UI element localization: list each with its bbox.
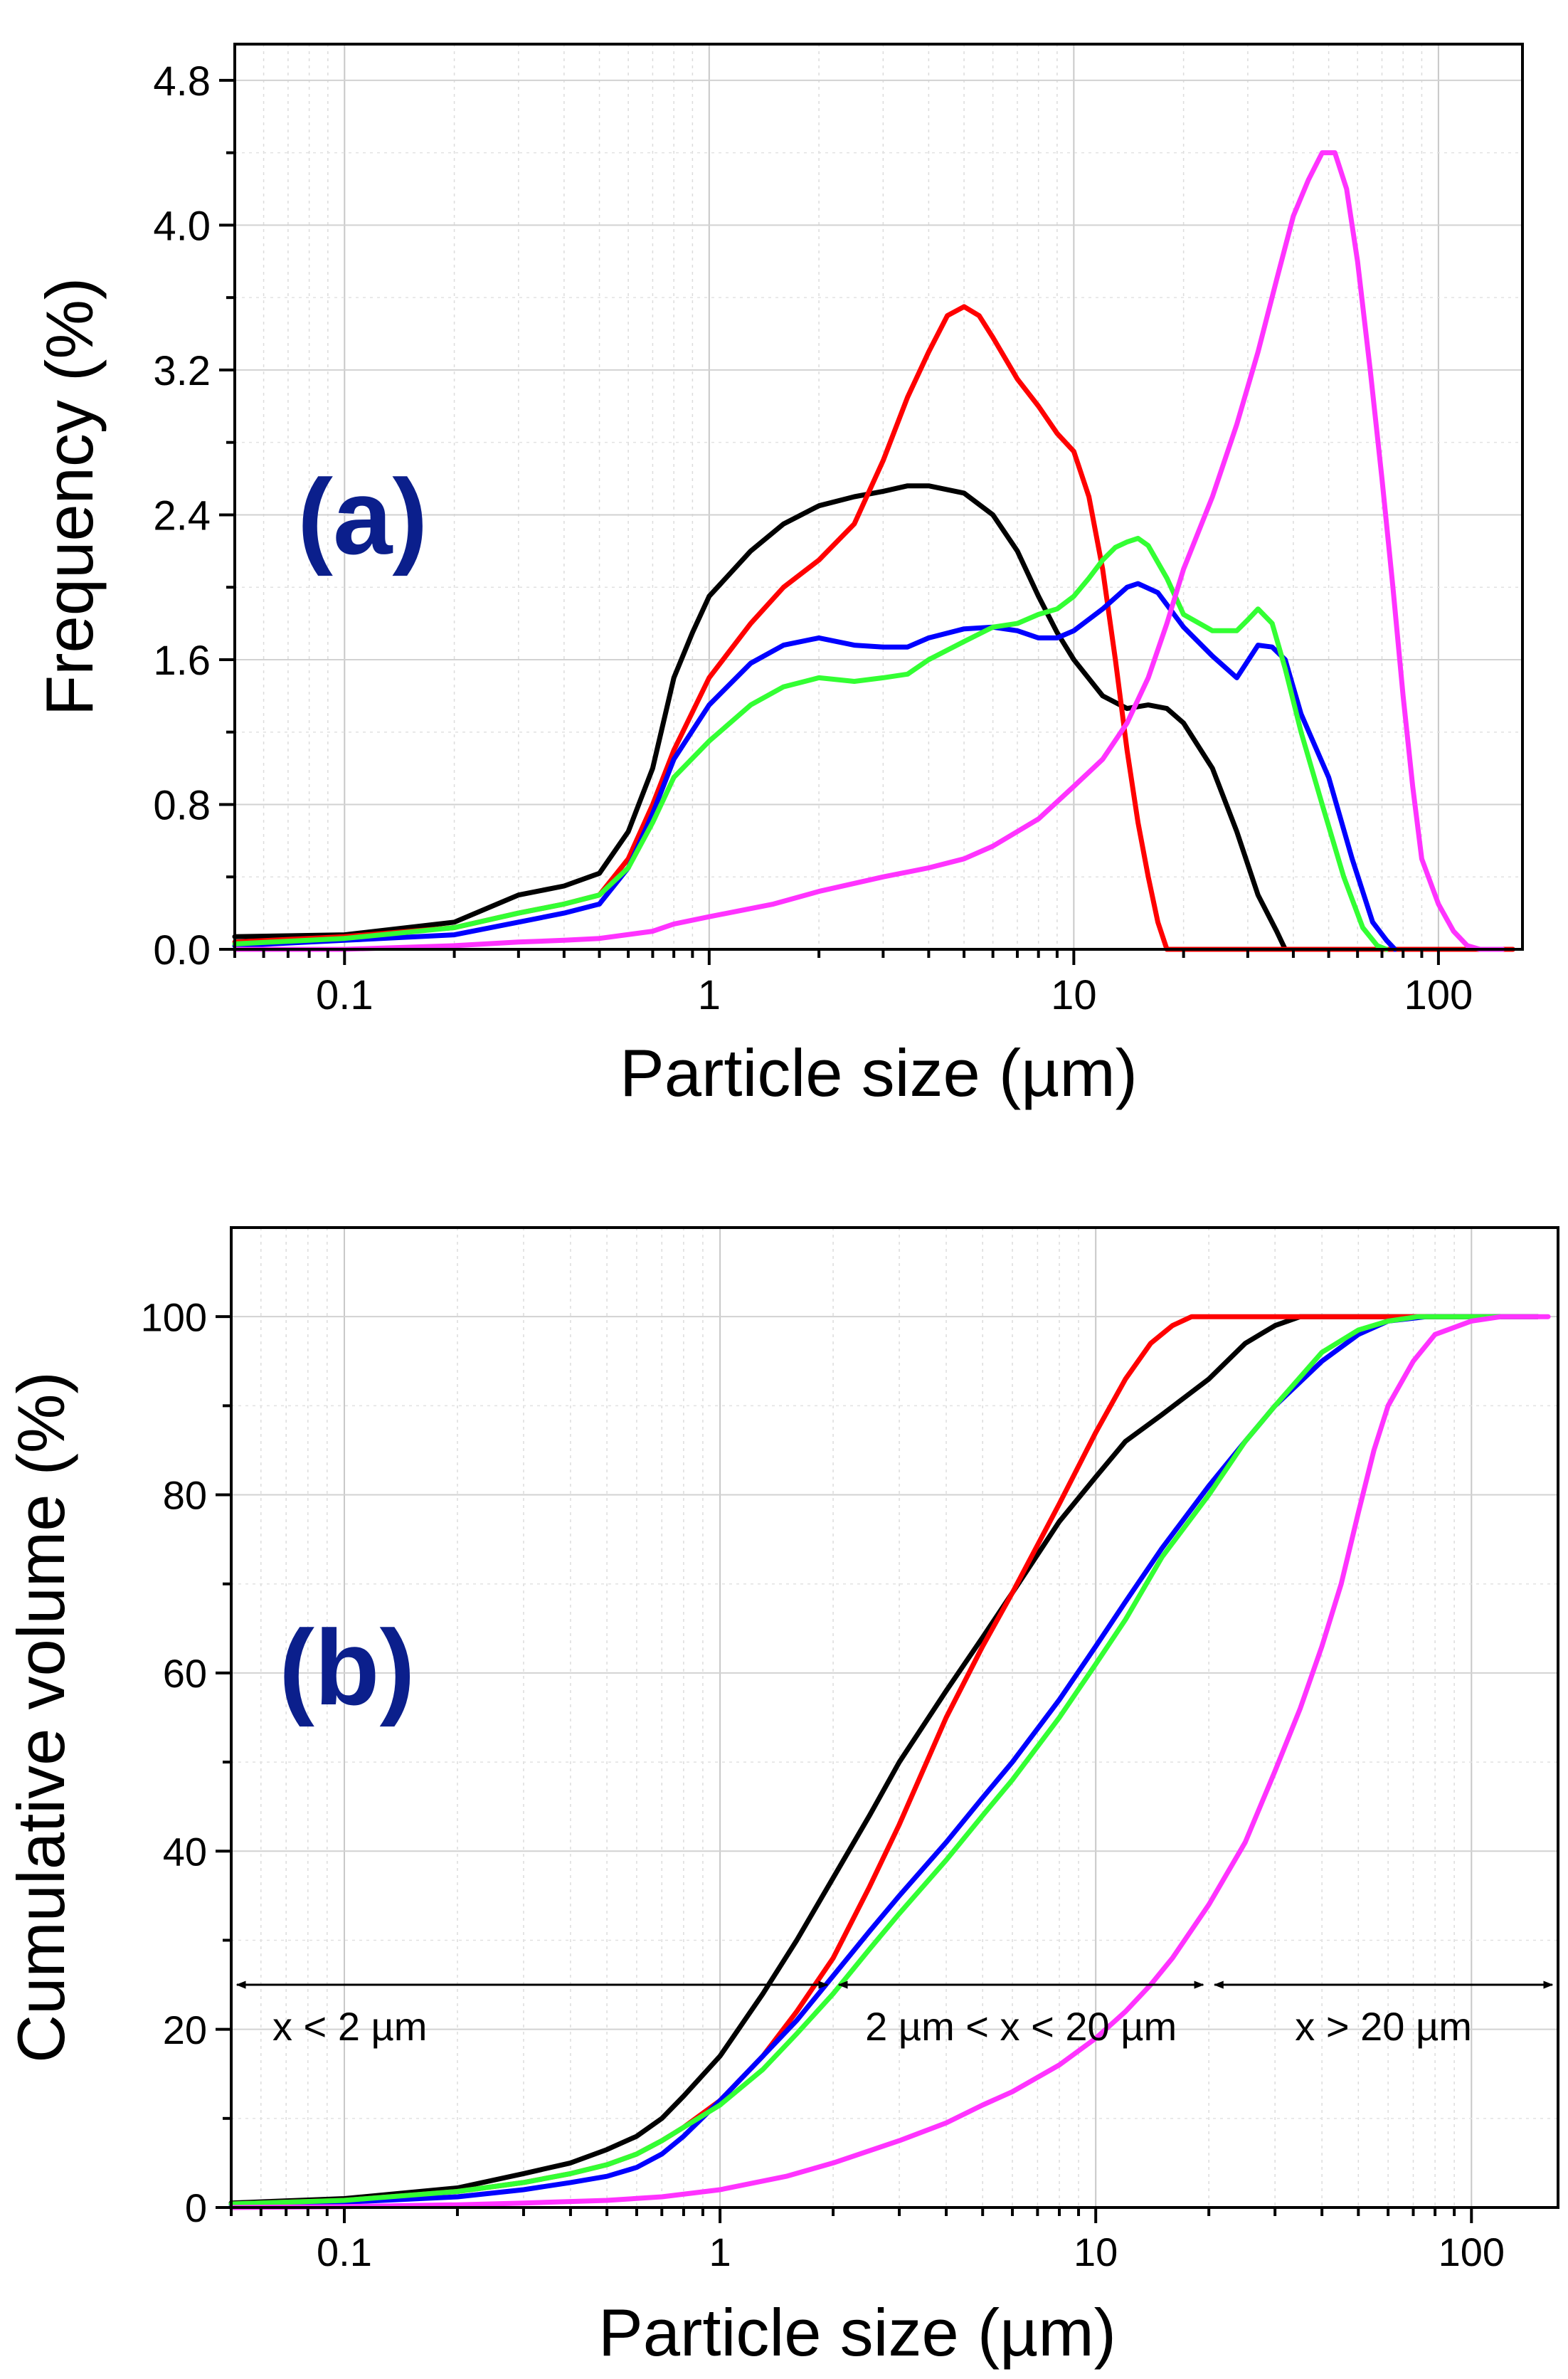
x-tick-label: 1 (709, 2230, 731, 2274)
chart-panel-b: x < 2 µm 2 µm < x < 20 µm x > 20 µm 0.1 1 10… (4, 1226, 1559, 2370)
series-line-feldspar (232, 536, 1389, 952)
x-tick-label: 0.1 (316, 972, 374, 1018)
series-line-kaolin (228, 1314, 1540, 2206)
x-tick-label: 100 (1404, 972, 1473, 1018)
series-line-feldspar (228, 1314, 1540, 2207)
y-tick-label: 80 (163, 1473, 207, 1518)
y-tick-label: 60 (163, 1651, 207, 1696)
x-tick-label: 100 (1439, 2230, 1505, 2274)
x-tick-label: 10 (1074, 2230, 1118, 2274)
gridlines-a (234, 44, 1522, 950)
y-tick-label: 4.0 (153, 203, 211, 249)
series-line-scheelite-tailing (228, 1314, 1551, 2210)
y-axis-title-b: Cumulative volume (%) (4, 1371, 78, 2063)
axis-ticks-b: 0.1 1 10 100 0 20 40 60 80 100 (141, 1294, 1505, 2274)
y-axis-title-a: Frequency (%) (32, 278, 107, 716)
series-line-scheelite-tailing (232, 150, 1505, 952)
y-tick-label: 3.2 (153, 348, 211, 394)
range-label: 2 µm < x < 20 µm (865, 2004, 1177, 2049)
y-tick-label: 0.8 (153, 782, 211, 828)
series-line-plastic-clay (232, 304, 1515, 952)
panel-label-a: (a) (297, 457, 428, 576)
y-tick-label: 4.8 (153, 58, 211, 105)
axis-ticks-a: 0.1 1 10 100 0.0 0.8 1.6 2.4 3.2 4.0 4.8 (153, 58, 1473, 1018)
y-tick-label: 2.4 (153, 492, 211, 539)
plot-frame-a (233, 43, 1524, 951)
range-label: x < 2 µm (272, 2004, 427, 2049)
series-lines-a (232, 150, 1515, 952)
y-tick-label: 1.6 (153, 638, 211, 684)
y-tick-label: 0 (185, 2185, 207, 2230)
panel-label-b: (b) (279, 1608, 415, 1727)
y-tick-label: 20 (163, 2008, 207, 2052)
size-range-annotations: x < 2 µm 2 µm < x < 20 µm x > 20 µm (235, 1980, 1554, 2049)
x-tick-label: 10 (1051, 972, 1097, 1018)
range-label: x > 20 µm (1295, 2004, 1472, 2049)
x-axis-title-b: Particle size (µm) (598, 2295, 1116, 2370)
series-line-kaolin (232, 483, 1288, 952)
y-tick-label: 40 (163, 1829, 207, 1874)
x-tick-label: 0.1 (317, 2230, 372, 2274)
chart-panel-a: 0.1 1 10 100 0.0 0.8 1.6 2.4 3.2 4.0 4.8 (a) Parti… (32, 43, 1524, 1110)
x-tick-label: 1 (698, 972, 721, 1018)
series-lines-b (228, 1314, 1551, 2210)
plot-frame-b (230, 1226, 1559, 2209)
x-axis-title-a: Particle size (µm) (620, 1035, 1138, 1110)
y-tick-label: 0.0 (153, 927, 211, 974)
y-tick-label: 100 (141, 1294, 207, 1339)
